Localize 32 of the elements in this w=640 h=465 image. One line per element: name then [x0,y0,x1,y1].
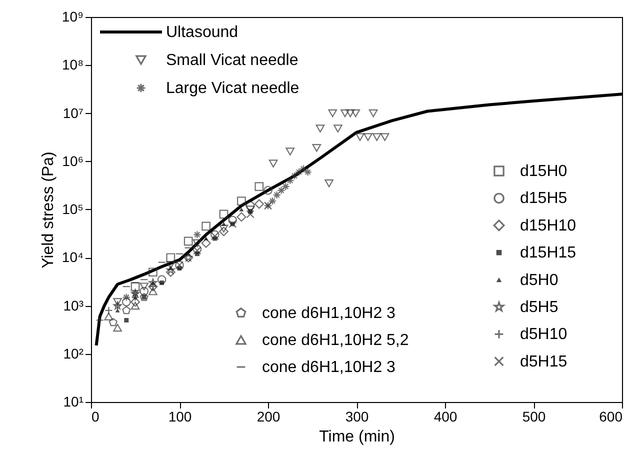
x-tick-label: 100 [168,408,192,424]
y-tick-label: 10⁴ [62,249,84,266]
y-tick-label: 10¹ [63,394,84,410]
y-tick-label: 10² [63,345,84,362]
y-axis-title: Yield stress (Pa) [40,152,57,268]
x-tick-label: 0 [92,408,100,424]
y-tick-label: 10³ [63,297,84,314]
legend-label: d15H10 [520,217,576,234]
legend-label: Ultasound [166,24,238,41]
legend-label: Large Vicat needle [166,80,300,97]
x-tick-label: 500 [522,408,546,424]
x-axis-title: Time (min) [319,428,395,446]
x-tick-label: 200 [256,408,280,424]
legend-label: cone d6H1,10H2 3 [262,305,396,322]
x-tick-label: 400 [434,408,458,424]
y-tick-label: 10⁵ [62,201,84,217]
legend-label: d15H0 [520,163,568,180]
legend-label: d5H5 [520,299,558,316]
y-tick-label: 10⁹ [62,8,84,24]
legend-label: d15H5 [520,190,568,208]
legend-label: d5H15 [520,353,568,370]
legend-label: cone d6H1,10H2 3 [262,359,396,376]
x-tick-label: 300 [345,408,369,424]
y-tick-label: 10⁸ [62,56,84,73]
y-tick-label: 10⁶ [62,152,84,169]
x-tick-label: 600 [599,408,623,424]
legend-label: d5H0 [520,272,558,289]
legend-label: Small Vicat needle [166,52,298,69]
legend-label: d15H15 [520,244,576,262]
legend-label: cone d6H1,10H2 5,2 [262,332,409,349]
legend-label: d5H10 [520,326,568,344]
y-tick-label: 10⁷ [62,104,84,121]
